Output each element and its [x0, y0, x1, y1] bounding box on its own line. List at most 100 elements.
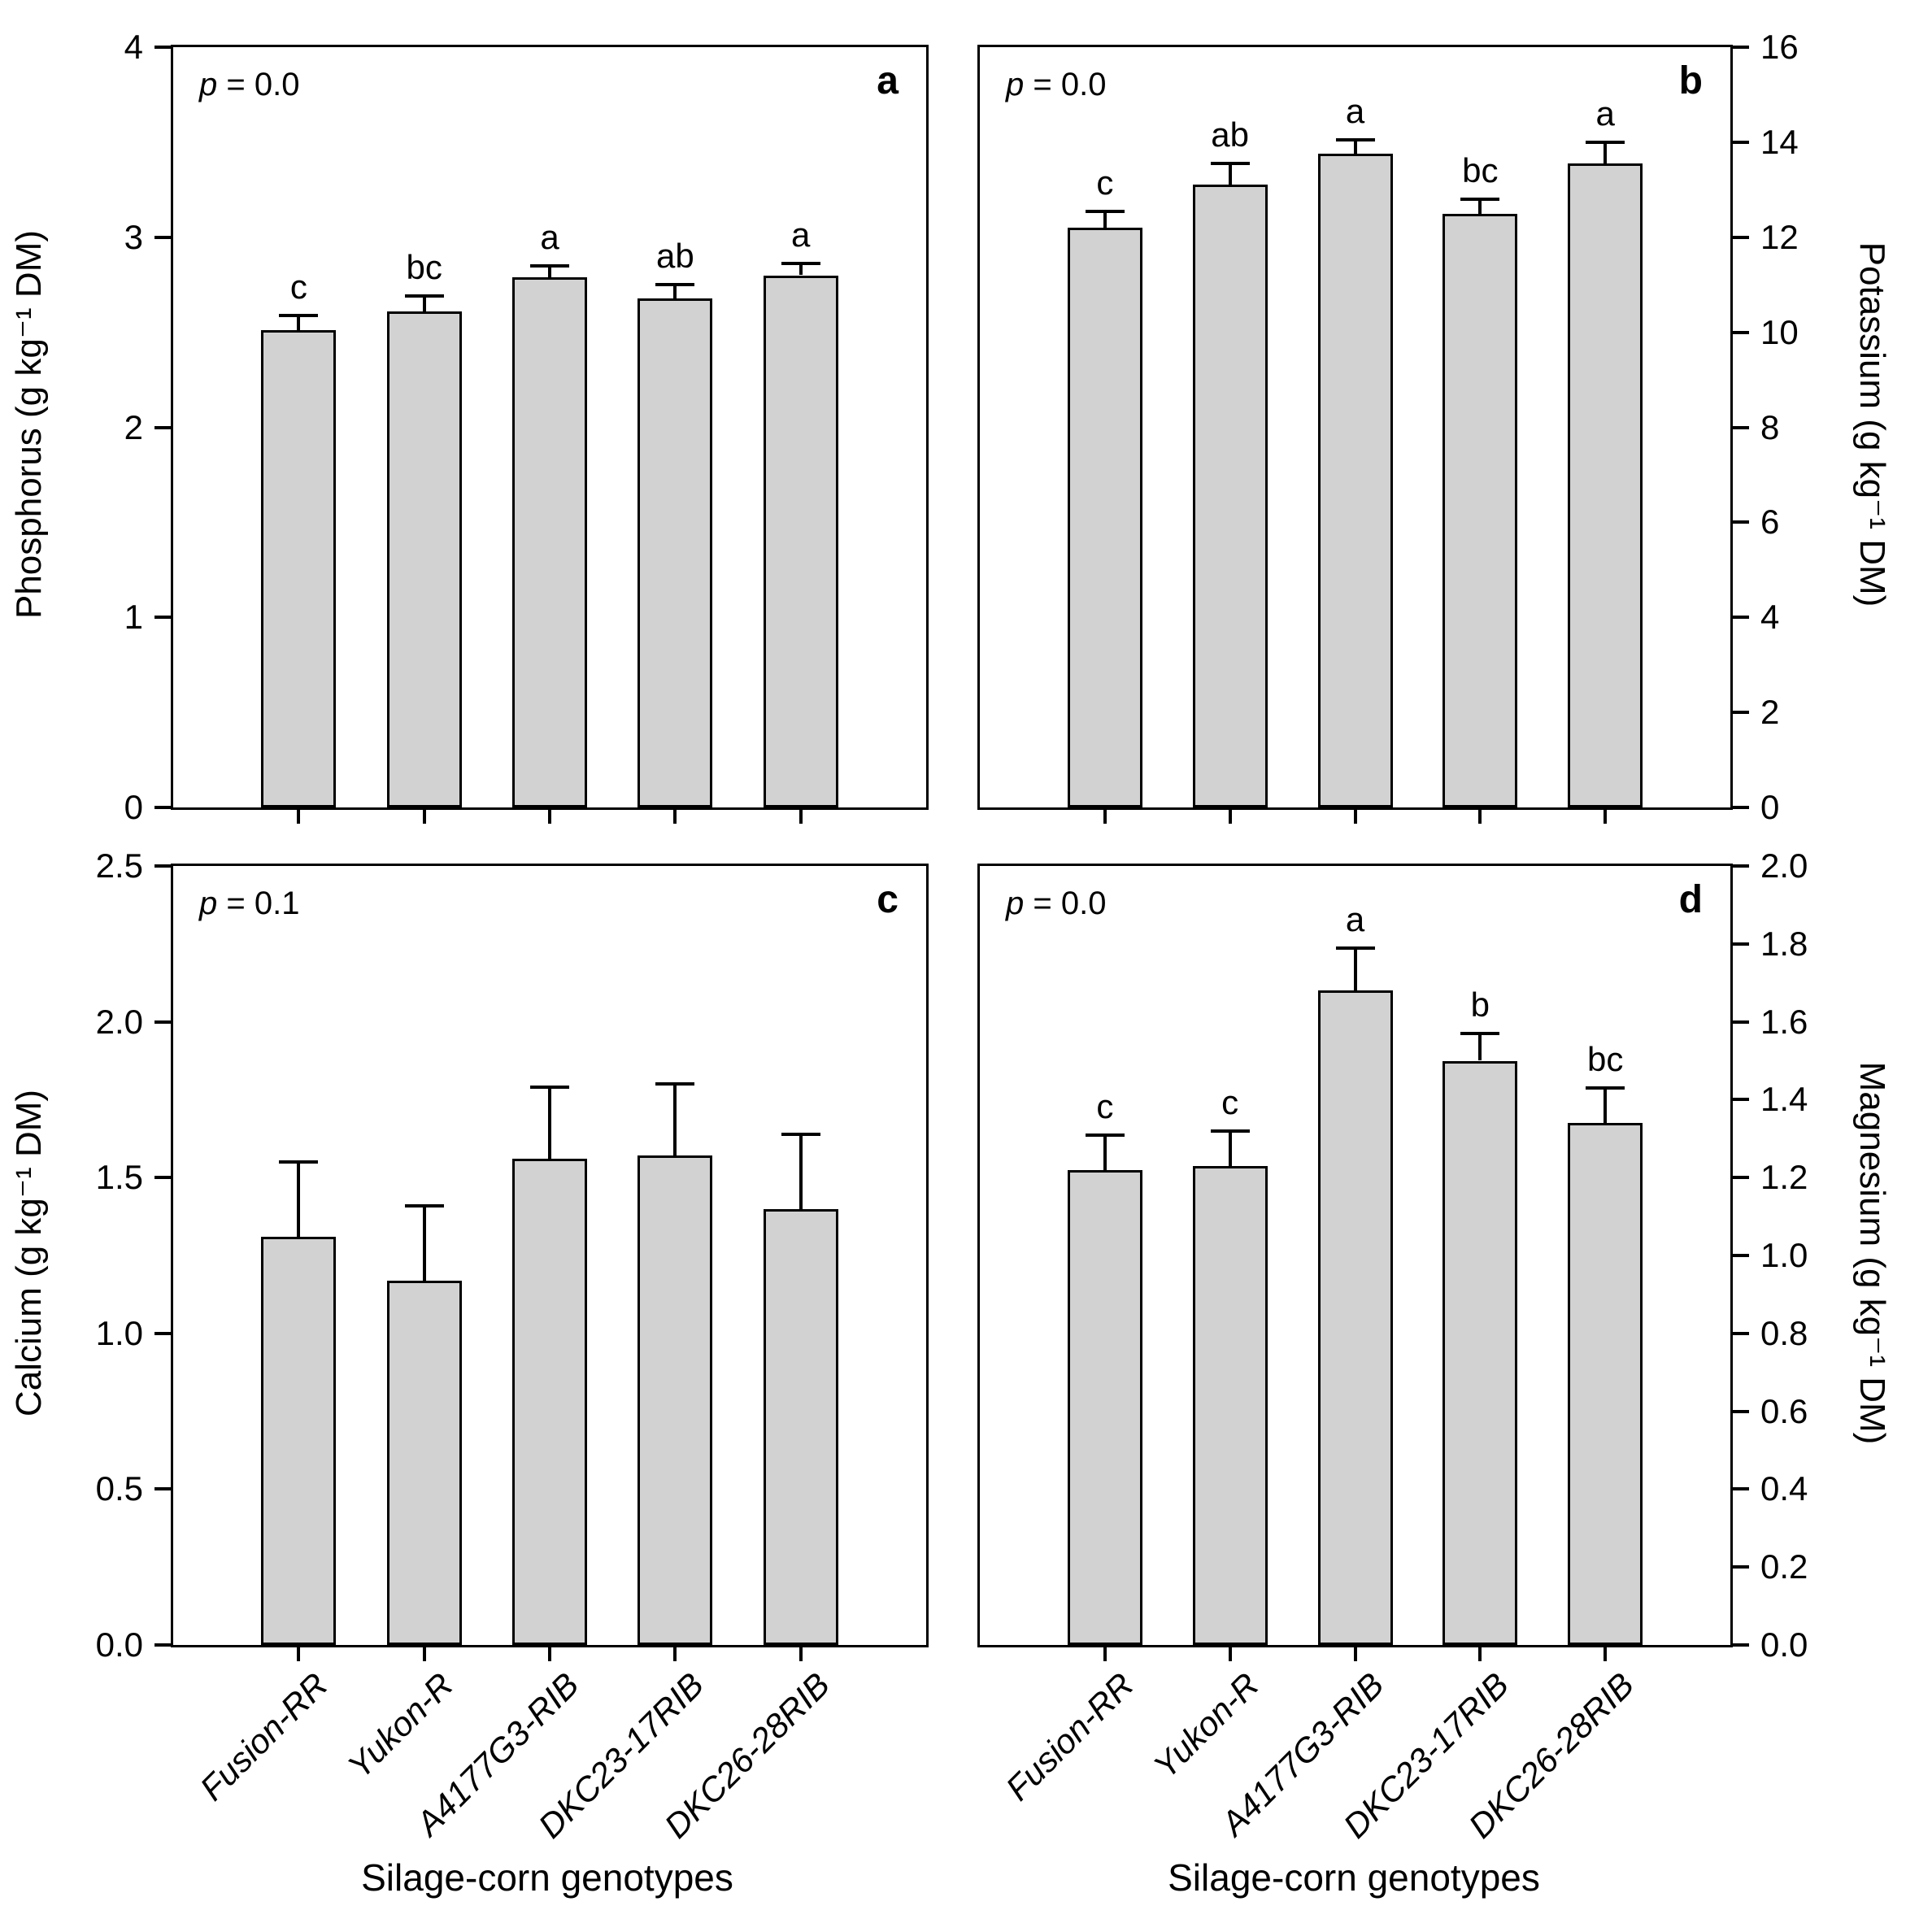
- y-tick-label: 0.4: [1760, 1469, 1808, 1508]
- x-tick: [422, 1645, 426, 1661]
- x-tick: [673, 807, 677, 824]
- panel-letter-d: d: [1678, 878, 1703, 921]
- y-tick-label: 12: [1760, 217, 1799, 256]
- error-bar-cap: [1335, 137, 1375, 141]
- panel-c: 0.0 0.5 1.0 1.5 2.0 2.5 p = 0.1 c: [96, 846, 929, 1664]
- bar-DKC23-17RIB: [1443, 1060, 1518, 1645]
- y-tick-label: 1.4: [1760, 1080, 1808, 1119]
- y-tick-label: 0.6: [1760, 1391, 1808, 1430]
- y-tick: [1733, 1643, 1749, 1647]
- error-bar-cap: [1460, 198, 1500, 201]
- error-bar-cap: [404, 1203, 444, 1208]
- y-tick: [1733, 1565, 1749, 1569]
- error-bar-cap: [655, 1082, 695, 1086]
- bar-DKC26-28RIB: [1568, 1123, 1643, 1645]
- significance-letter: a: [1595, 94, 1615, 133]
- y-axis-title-calcium: Calcium (g kg⁻¹ DM): [9, 1089, 49, 1417]
- y-tick-label: 0.0: [1760, 1625, 1808, 1664]
- y-tick: [1733, 1020, 1749, 1024]
- bar-DKC23-17RIB: [637, 1155, 713, 1645]
- error-bar-stem: [1478, 1033, 1482, 1061]
- x-axis-title-left: Silage-corn genotypes: [361, 1856, 733, 1899]
- y-tick-label: 6: [1760, 503, 1780, 542]
- significance-letter: bc: [406, 248, 442, 287]
- error-bar-stem: [1353, 139, 1357, 154]
- error-bar-cap: [1210, 1129, 1250, 1133]
- bar-Yukon-R: [386, 311, 462, 807]
- error-bar-stem: [1604, 1088, 1608, 1124]
- bar-Fusion-RR: [261, 330, 337, 807]
- error-bar-stem: [548, 265, 551, 277]
- bar-Yukon-R: [1192, 185, 1268, 807]
- x-tick: [548, 807, 551, 824]
- error-bar-cap: [1085, 1133, 1125, 1137]
- error-bar-cap: [781, 1132, 820, 1136]
- significance-letter: ab: [1211, 115, 1250, 154]
- y-tick-label: 0: [1760, 788, 1780, 826]
- y-tick: [1733, 1331, 1749, 1335]
- error-bar-stem: [798, 1134, 803, 1209]
- y-tick: [1733, 1254, 1749, 1257]
- error-bar-cap: [530, 263, 569, 268]
- y-tick: [154, 425, 171, 429]
- bar-Fusion-RR: [1067, 1169, 1142, 1645]
- error-bar-stem: [1228, 163, 1232, 185]
- bar-DKC26-28RIB: [1568, 163, 1643, 807]
- significance-letter: c: [1221, 1082, 1239, 1121]
- x-tick: [297, 807, 301, 824]
- bar-A4177G3-RIB: [512, 1159, 587, 1645]
- x-tick-label-Yukon-R: Yukon-R: [1146, 1665, 1266, 1786]
- significance-letter: a: [1345, 899, 1365, 938]
- x-tick: [1353, 1645, 1357, 1661]
- y-tick: [1733, 1487, 1749, 1491]
- y-tick: [154, 1487, 171, 1491]
- x-tick: [1604, 807, 1608, 824]
- y-axis-title-magnesium: Magnesium (g kg⁻¹ DM): [1852, 1061, 1892, 1445]
- y-tick-label: 4: [124, 28, 143, 66]
- error-bar-cap: [1460, 1031, 1500, 1035]
- error-bar-stem: [1103, 211, 1107, 228]
- y-tick: [1733, 1176, 1749, 1180]
- y-tick: [1733, 46, 1749, 49]
- bar-Fusion-RR: [1067, 228, 1142, 807]
- error-bar-cap: [1210, 162, 1250, 166]
- panel-letter-b: b: [1678, 59, 1703, 102]
- error-bar-stem: [673, 1084, 677, 1156]
- bar-Yukon-R: [386, 1280, 462, 1645]
- x-axis-title-right: Silage-corn genotypes: [1168, 1856, 1540, 1899]
- error-bar-cap: [530, 1086, 569, 1090]
- y-tick: [154, 1020, 171, 1024]
- error-bar-cap: [781, 262, 820, 266]
- error-bar-cap: [1586, 1086, 1625, 1090]
- y-tick: [154, 235, 171, 239]
- y-tick-label: 0: [124, 788, 143, 826]
- p-value-label: p = 0.0: [1006, 67, 1107, 102]
- bar-DKC26-28RIB: [763, 275, 838, 807]
- error-bar-cap: [279, 1160, 319, 1164]
- panel-letter-a: a: [877, 59, 899, 102]
- error-bar-cap: [1085, 209, 1125, 213]
- y-tick: [1733, 235, 1749, 239]
- y-tick: [1733, 806, 1749, 809]
- significance-letter: bc: [1462, 151, 1499, 189]
- panel-d: 0.0 0.2 0.4 0.6 0.8 1.0 1.2 1.4 1.6 1.8 2.0 c c a b bc p…: [977, 846, 1808, 1664]
- y-tick: [154, 46, 171, 49]
- x-tick: [1604, 1645, 1608, 1661]
- y-tick-label: 1.5: [95, 1158, 143, 1197]
- error-bar-stem: [1478, 199, 1482, 214]
- y-tick: [154, 616, 171, 620]
- y-tick: [1733, 140, 1749, 144]
- x-tick: [798, 1645, 803, 1661]
- significance-letter: b: [1470, 985, 1490, 1024]
- bar-A4177G3-RIB: [1317, 154, 1393, 807]
- x-tick: [1353, 807, 1357, 824]
- y-tick: [154, 1331, 171, 1335]
- y-tick: [1733, 711, 1749, 715]
- y-tick-label: 3: [124, 217, 143, 256]
- error-bar-stem: [548, 1087, 551, 1160]
- bar-DKC23-17RIB: [1443, 213, 1518, 807]
- y-tick: [1733, 425, 1749, 429]
- x-tick: [1478, 807, 1482, 824]
- x-tick: [1228, 1645, 1232, 1661]
